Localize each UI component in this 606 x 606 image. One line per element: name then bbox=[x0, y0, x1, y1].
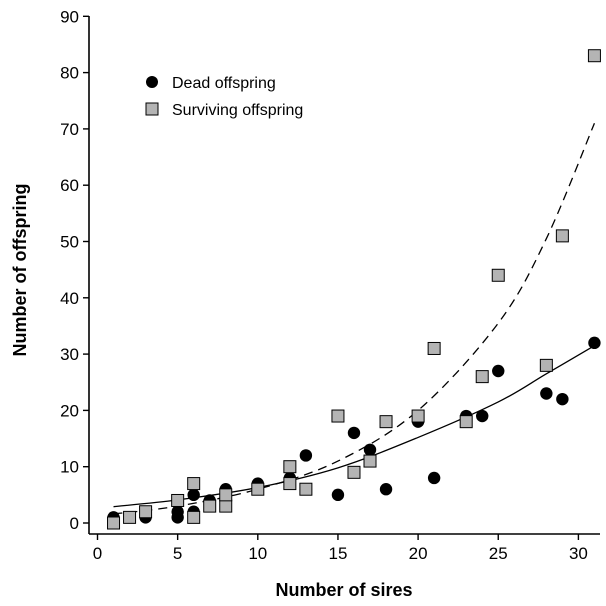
point-surviving bbox=[283, 460, 297, 474]
point-dead bbox=[556, 392, 569, 406]
point-surviving bbox=[411, 409, 425, 423]
y-tick-label: 60 bbox=[60, 176, 79, 195]
point-dead bbox=[299, 449, 313, 462]
point-surviving bbox=[219, 499, 233, 513]
point-surviving bbox=[219, 488, 233, 502]
point-dead bbox=[492, 364, 505, 378]
point-dead bbox=[476, 409, 489, 423]
legend-label-surviving: Surviving offspring bbox=[172, 102, 303, 119]
x-tick-label: 0 bbox=[93, 544, 102, 563]
point-surviving bbox=[459, 415, 473, 429]
x-tick-label: 20 bbox=[409, 544, 428, 563]
point-dead bbox=[588, 336, 601, 350]
legend-marker-surviving bbox=[145, 102, 159, 116]
y-tick-label: 30 bbox=[60, 345, 79, 364]
y-tick-label: 10 bbox=[60, 458, 79, 477]
point-surviving bbox=[363, 454, 377, 468]
x-tick-label: 15 bbox=[328, 544, 347, 563]
fit-line-surviving bbox=[113, 123, 596, 515]
y-axis-title: Number of offspring bbox=[10, 184, 30, 357]
y-tick-label: 20 bbox=[60, 401, 79, 420]
x-ticks: 0 5 10 15 20 25 30 bbox=[93, 534, 588, 563]
x-tick-label: 10 bbox=[248, 544, 267, 563]
x-tick-label: 5 bbox=[173, 544, 182, 563]
point-surviving bbox=[107, 516, 121, 530]
point-surviving bbox=[539, 358, 553, 372]
y-tick-label: 70 bbox=[60, 120, 79, 139]
point-dead bbox=[540, 387, 553, 400]
legend-label-dead: Dead offspring bbox=[172, 75, 276, 92]
point-surviving bbox=[475, 370, 489, 384]
point-dead bbox=[171, 505, 184, 518]
point-surviving bbox=[299, 482, 313, 496]
point-dead bbox=[363, 443, 377, 457]
point-surviving bbox=[251, 482, 265, 496]
point-surviving bbox=[283, 477, 297, 491]
y-ticks: 0 10 20 30 40 50 60 70 80 90 bbox=[60, 7, 89, 533]
point-surviving bbox=[491, 268, 505, 282]
point-surviving bbox=[187, 510, 201, 524]
point-dead bbox=[427, 471, 441, 485]
point-dead bbox=[331, 488, 345, 502]
y-tick-label: 90 bbox=[60, 7, 79, 26]
axes bbox=[88, 16, 600, 535]
point-surviving bbox=[347, 465, 361, 479]
point-dead bbox=[347, 426, 361, 440]
x-tick-label: 25 bbox=[489, 544, 508, 563]
point-dead bbox=[187, 488, 200, 502]
legend: Dead offspring Surviving offspring bbox=[145, 75, 303, 119]
point-surviving bbox=[555, 229, 569, 243]
y-tick-label: 50 bbox=[60, 233, 79, 252]
data-points bbox=[107, 49, 601, 530]
point-surviving bbox=[187, 477, 201, 491]
point-surviving bbox=[427, 341, 441, 355]
point-dead bbox=[379, 483, 393, 496]
point-surviving bbox=[123, 510, 137, 524]
point-surviving bbox=[587, 49, 601, 63]
legend-marker-dead bbox=[146, 76, 158, 88]
point-surviving bbox=[203, 499, 217, 513]
fit-curves bbox=[113, 123, 596, 515]
x-axis-title: Number of sires bbox=[275, 580, 412, 600]
point-surviving bbox=[379, 415, 393, 429]
y-tick-label: 80 bbox=[60, 64, 79, 83]
y-tick-label: 0 bbox=[70, 514, 79, 533]
point-surviving bbox=[139, 505, 153, 519]
x-tick-label: 30 bbox=[569, 544, 588, 563]
point-surviving bbox=[171, 493, 185, 507]
y-tick-label: 40 bbox=[60, 289, 79, 308]
point-surviving bbox=[331, 409, 345, 423]
fit-line-dead bbox=[113, 345, 595, 508]
